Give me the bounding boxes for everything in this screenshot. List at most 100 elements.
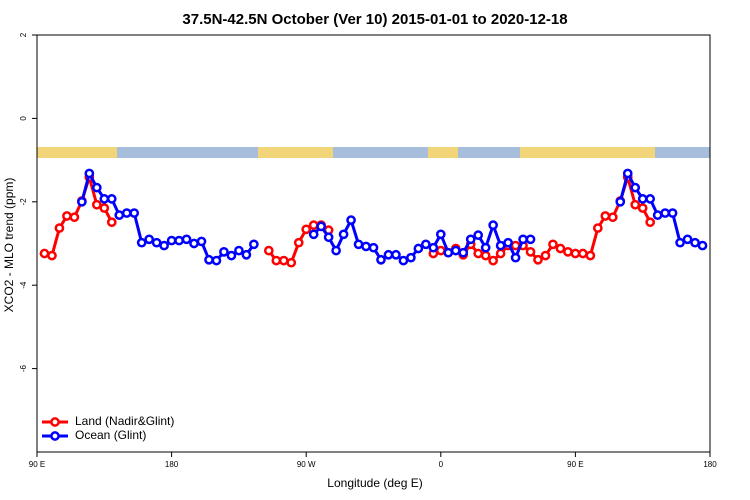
point	[308, 229, 319, 240]
point	[331, 245, 341, 256]
point	[413, 243, 424, 254]
point	[271, 255, 282, 266]
point	[615, 196, 626, 207]
point	[578, 248, 588, 259]
y-tick-label: 2	[19, 32, 28, 37]
x-tick-label: 90 E	[567, 460, 583, 469]
point	[241, 249, 252, 260]
point	[226, 250, 237, 261]
point	[196, 236, 207, 247]
point	[346, 215, 356, 225]
point	[495, 248, 506, 259]
x-tick-label: 0	[439, 460, 444, 469]
point	[159, 240, 169, 251]
point	[174, 235, 184, 246]
point	[91, 182, 102, 193]
chart-title: 37.5N-42.5N October (Ver 10) 2015-01-01 …	[182, 11, 567, 28]
point	[136, 237, 147, 248]
point	[84, 168, 95, 179]
point	[630, 199, 641, 210]
point	[234, 245, 244, 256]
point	[585, 250, 596, 261]
x-tick-label: 180	[165, 460, 179, 469]
point	[555, 243, 566, 254]
point	[99, 194, 110, 204]
point	[480, 242, 491, 253]
point	[435, 229, 446, 240]
point	[69, 212, 80, 223]
point	[420, 239, 431, 250]
y-tick-label: -4	[19, 281, 28, 289]
point	[607, 212, 618, 223]
point	[525, 234, 536, 245]
point	[204, 254, 214, 265]
point	[211, 255, 222, 266]
y-axis-label: XCO2 - MLO trend (ppm)	[2, 178, 16, 313]
point	[428, 242, 439, 253]
point	[368, 242, 379, 253]
point	[263, 245, 274, 256]
map-strip	[37, 147, 710, 158]
point	[690, 237, 700, 248]
y-tick-label: -6	[19, 364, 28, 372]
point	[338, 229, 349, 240]
point	[286, 257, 297, 268]
legend-marker	[50, 417, 60, 427]
point	[622, 168, 633, 179]
point	[308, 220, 319, 231]
point	[525, 246, 536, 257]
point	[660, 208, 670, 218]
point	[637, 203, 648, 213]
point	[278, 255, 289, 266]
x-tick-label: 180	[703, 460, 717, 469]
point	[495, 240, 506, 251]
legend-label: Ocean (Glint)	[75, 428, 146, 442]
point	[592, 223, 603, 233]
point	[398, 255, 409, 266]
point	[563, 246, 573, 257]
point	[473, 230, 484, 241]
point	[144, 234, 155, 245]
point	[293, 237, 304, 248]
point	[630, 182, 641, 193]
point	[151, 237, 162, 248]
point	[450, 245, 461, 256]
point	[376, 254, 386, 265]
point	[91, 199, 102, 210]
point	[54, 223, 65, 233]
point	[667, 208, 678, 218]
point	[106, 217, 117, 228]
point	[301, 224, 312, 235]
point	[675, 237, 685, 248]
point	[77, 196, 87, 207]
point	[406, 252, 416, 263]
point	[458, 247, 469, 258]
point	[548, 239, 558, 250]
point	[518, 234, 528, 245]
point	[106, 194, 117, 204]
point	[39, 248, 50, 259]
point	[62, 211, 72, 221]
point	[121, 208, 132, 218]
x-tick-label: 90 E	[29, 460, 45, 469]
point	[181, 234, 192, 245]
point	[443, 247, 454, 258]
point	[189, 238, 199, 249]
y-tick-label: -2	[19, 198, 28, 206]
point	[570, 248, 581, 259]
point	[361, 241, 371, 252]
point	[473, 248, 484, 259]
point	[249, 239, 259, 250]
point	[697, 240, 708, 251]
point	[129, 208, 140, 218]
point	[391, 249, 401, 260]
point	[645, 217, 656, 228]
point	[682, 234, 693, 245]
point	[465, 234, 476, 245]
point	[316, 221, 327, 232]
legend-marker	[50, 431, 60, 441]
point	[166, 235, 177, 246]
point	[480, 250, 491, 261]
point	[435, 245, 446, 256]
